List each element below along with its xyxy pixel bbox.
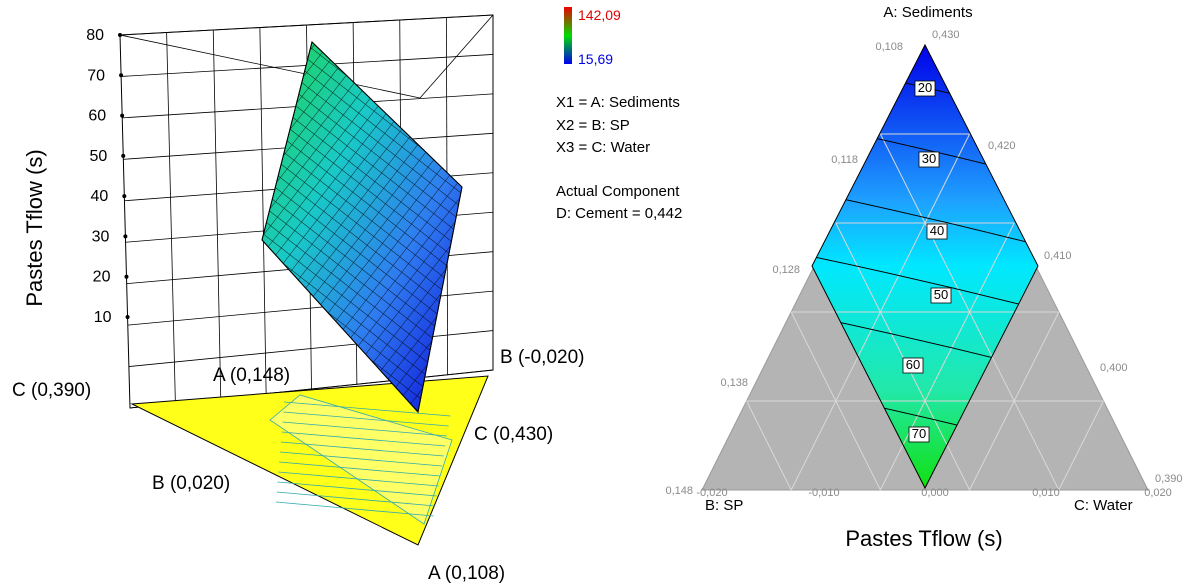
corner-label-a-bottom: A (0,108) xyxy=(428,563,505,584)
surface-3d-panel: 80 70 60 50 40 30 20 10 Pastes Tflow (s) C (0,3… xyxy=(12,14,584,584)
b-tick-label: 0,020 xyxy=(1144,487,1172,499)
contour-label: 40 xyxy=(930,223,944,238)
z-tick-label: 70 xyxy=(87,67,105,84)
contour-label-box xyxy=(918,151,940,168)
colorbar-bar xyxy=(564,7,572,64)
contour-labels: 20 30 40 50 60 70 xyxy=(902,80,952,443)
ternary-tick-labels: 0,108 0,118 0,128 0,138 0,148 0,430 0,420 0,410… xyxy=(665,29,1182,499)
corner-label-a-top: A (0,148) xyxy=(213,365,290,386)
z-tick-label: 40 xyxy=(91,188,109,205)
z-tick-dot xyxy=(125,315,130,319)
colorbar-max: 142,09 xyxy=(578,7,621,23)
floor-line xyxy=(279,451,443,467)
z-tick-dot xyxy=(118,33,122,37)
z-tick-dot xyxy=(119,73,124,78)
z-tick-label: 50 xyxy=(89,148,107,165)
tern-grid-line xyxy=(1058,400,1104,491)
floor-line xyxy=(281,431,446,447)
contour-label-box xyxy=(908,426,930,443)
z-tick-dot xyxy=(124,274,129,279)
c-tick-label: 0,420 xyxy=(988,140,1016,152)
legend-line-x2: X2 = B: SP xyxy=(556,117,630,134)
legend-actual-title: Actual Component xyxy=(556,183,680,200)
contour-label: 60 xyxy=(906,357,920,372)
z-tick-dot xyxy=(120,113,125,118)
a-tick-label: 0,128 xyxy=(772,264,800,276)
contour-label: 50 xyxy=(934,287,948,302)
tern-grid-line xyxy=(746,400,792,491)
b-tick-label: 0,000 xyxy=(921,487,949,499)
z-tick-label: 60 xyxy=(88,108,106,125)
floor-line xyxy=(278,471,439,487)
contour-label-box xyxy=(930,287,952,304)
tern-grid-line xyxy=(835,222,971,491)
ternary-title: Pastes Tflow (s) xyxy=(845,526,1002,551)
z-tick-label: 20 xyxy=(93,269,111,286)
ternary-top-label: A: Sediments xyxy=(883,4,972,21)
contour-label-box xyxy=(902,357,924,374)
feasible-region-outline xyxy=(811,43,1039,490)
floor-line xyxy=(277,481,438,497)
corner-label-c-left: C (0,390) xyxy=(12,380,91,401)
z-tick-dot xyxy=(121,153,126,158)
floor-line xyxy=(276,491,436,507)
a-tick-label: 0,138 xyxy=(720,377,748,389)
contour-label-box xyxy=(914,80,936,97)
contour-label: 20 xyxy=(918,80,932,95)
z-tick-dot xyxy=(123,234,128,239)
contour-label: 70 xyxy=(912,426,926,441)
corner-label-b-right: B (-0,020) xyxy=(500,347,584,368)
ternary-left-label: B: SP xyxy=(705,497,743,514)
a-tick-label: 0,108 xyxy=(875,41,903,53)
corner-label-c-right: C (0,430) xyxy=(474,424,553,445)
b-tick-label: -0,020 xyxy=(696,487,727,499)
contour-label-box xyxy=(926,223,948,240)
z-tick-label: 80 xyxy=(86,27,104,44)
surface-mesh xyxy=(261,41,463,414)
legend: X1 = A: Sediments X2 = B: SP X3 = C: Wat… xyxy=(556,94,682,222)
back-grid-diagonal xyxy=(419,14,494,99)
tern-grid-line xyxy=(879,222,1015,491)
colorbar: 142,09 15,69 xyxy=(564,7,621,67)
legend-line-x1: X1 = A: Sediments xyxy=(556,94,680,111)
z-tick-dot xyxy=(122,194,127,199)
b-tick-label: -0,010 xyxy=(808,487,839,499)
c-tick-label: 0,390 xyxy=(1155,473,1183,485)
z-axis-ticks: 80 70 60 50 40 30 20 10 xyxy=(86,27,130,326)
floor-line xyxy=(283,411,449,427)
colorbar-min: 15,69 xyxy=(578,51,613,67)
z-tick-label: 10 xyxy=(94,309,112,326)
legend-actual-value: D: Cement = 0,442 xyxy=(556,205,682,222)
c-tick-label: 0,410 xyxy=(1044,250,1072,262)
c-tick-label: 0,400 xyxy=(1100,362,1128,374)
floor-line xyxy=(280,441,444,457)
ternary-right-label: C: Water xyxy=(1074,497,1133,514)
back-grid-vline xyxy=(166,32,176,404)
c-tick-label: 0,430 xyxy=(932,29,960,41)
floor-line xyxy=(275,501,434,517)
b-tick-label: 0,010 xyxy=(1032,487,1060,499)
corner-label-b-front: B (0,020) xyxy=(152,473,230,494)
contour-label: 30 xyxy=(922,151,936,166)
back-grid-diagonal xyxy=(119,34,421,99)
floor-contour-lines xyxy=(275,401,451,517)
floor-line xyxy=(279,461,441,477)
floor-projection xyxy=(269,394,453,525)
z-axis-label: Pastes Tflow (s) xyxy=(22,149,47,306)
a-tick-label: 0,118 xyxy=(831,154,858,166)
legend-line-x3: X3 = C: Water xyxy=(556,139,650,156)
a-tick-label: 0,148 xyxy=(665,485,693,497)
back-grid-vline xyxy=(212,29,222,399)
z-tick-label: 30 xyxy=(92,228,110,245)
floor-line xyxy=(284,401,451,417)
floor-line xyxy=(282,421,448,437)
back-grid-vline xyxy=(259,27,267,394)
